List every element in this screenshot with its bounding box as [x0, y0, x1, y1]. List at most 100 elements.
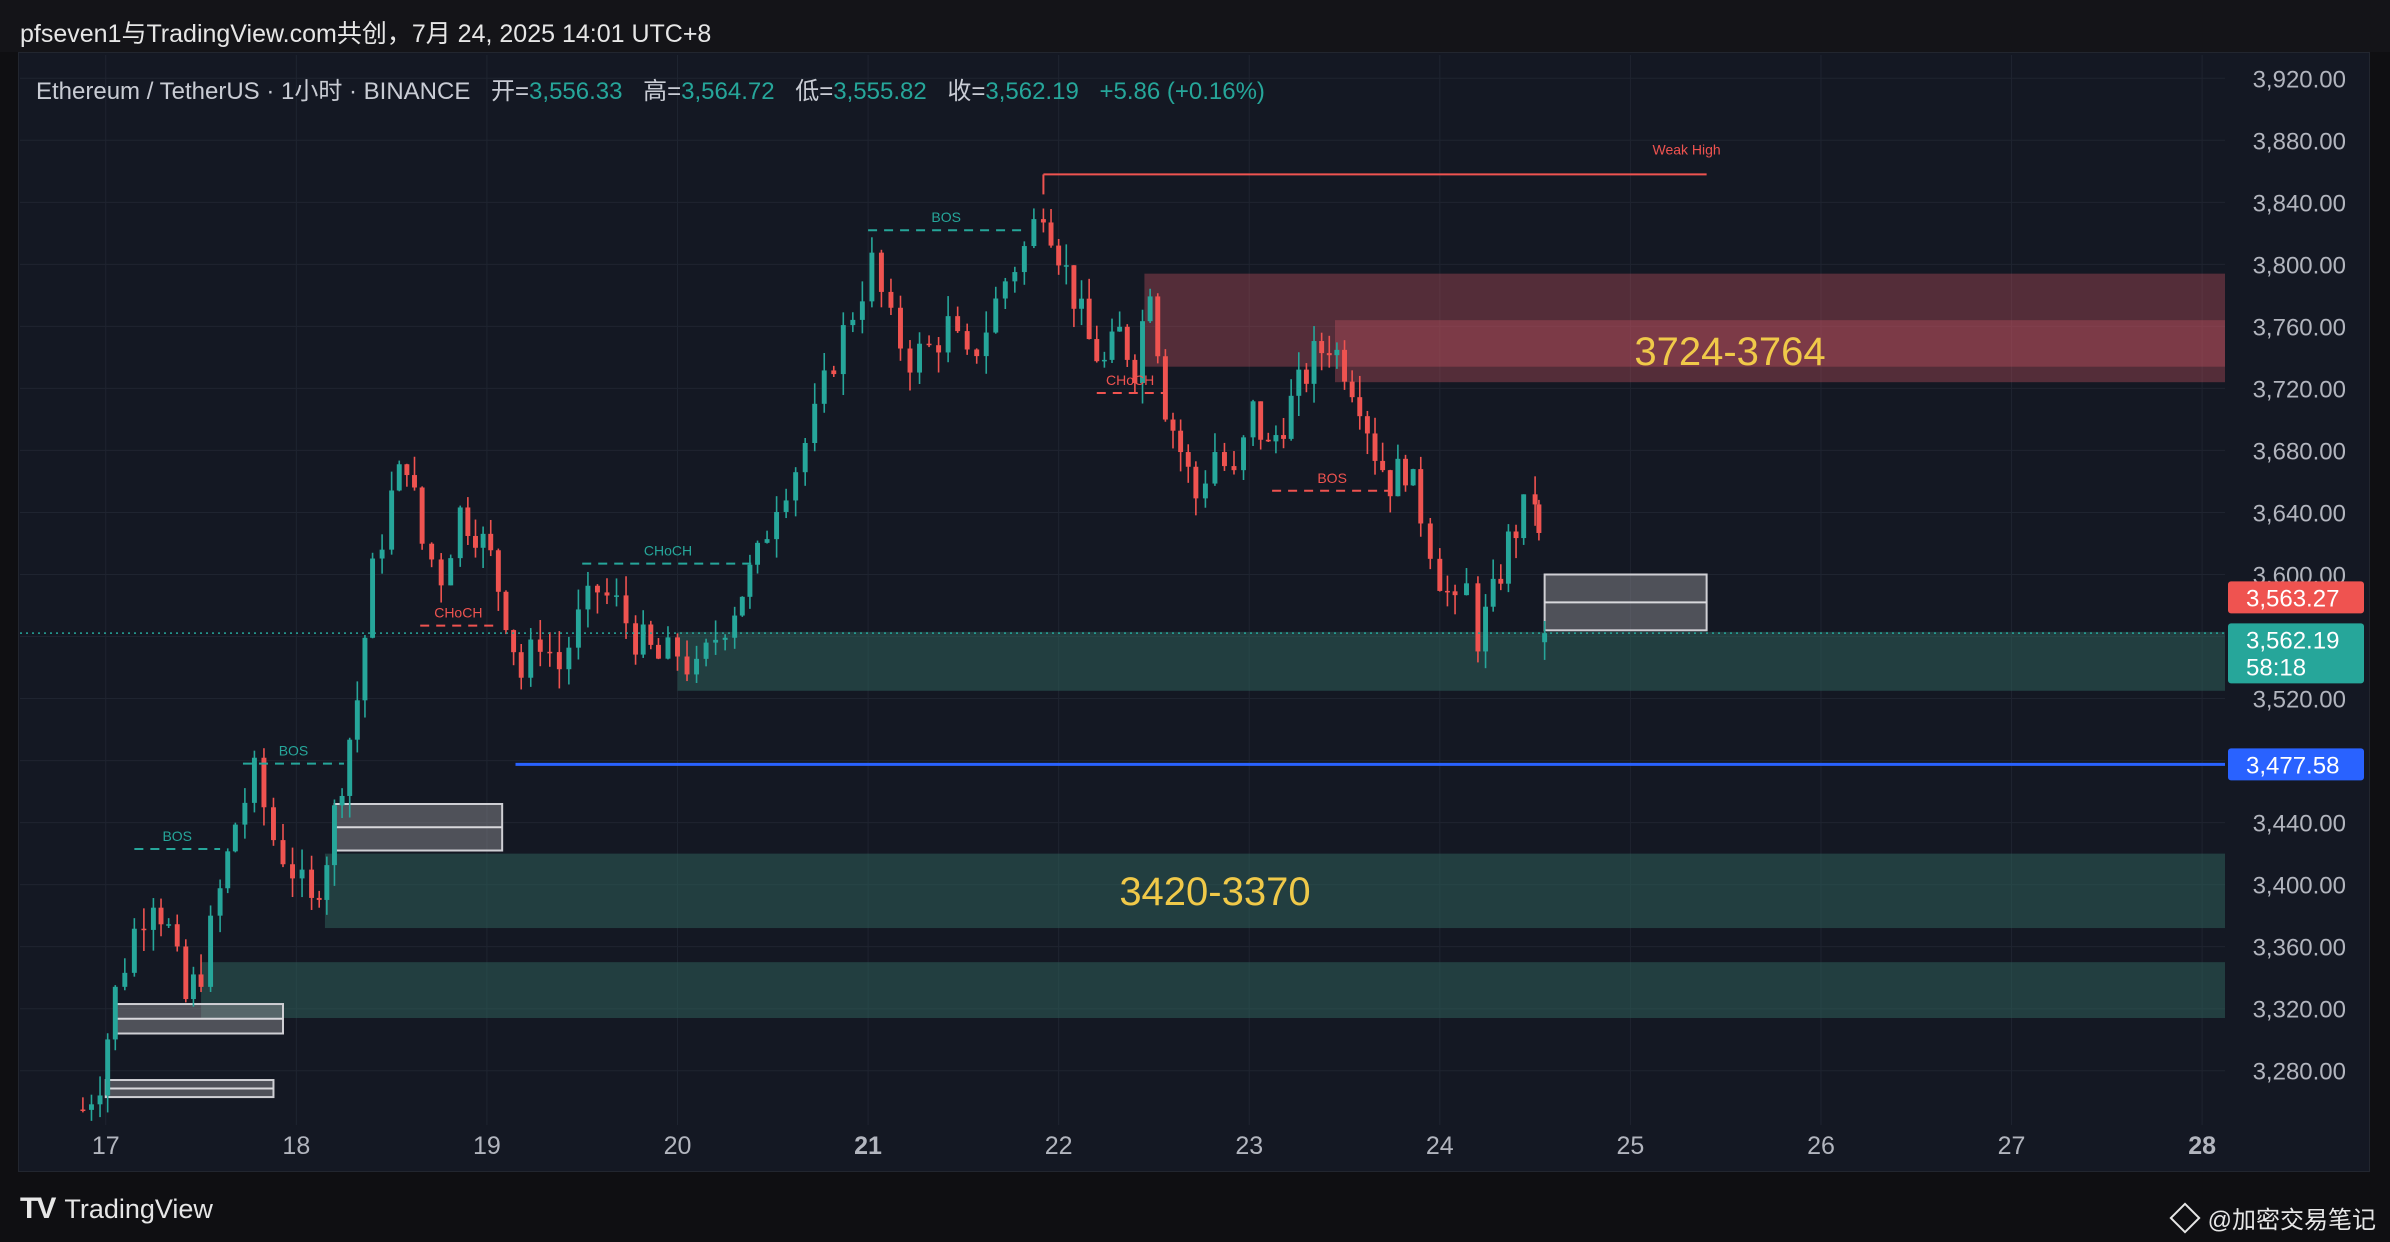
candle [1185, 452, 1191, 467]
candle [166, 924, 172, 926]
candle [1117, 326, 1123, 332]
candle [640, 624, 646, 655]
candle [339, 795, 345, 806]
candle [1532, 494, 1538, 505]
candle [964, 331, 970, 350]
candle [1281, 435, 1287, 439]
candle [280, 840, 286, 865]
candle [396, 464, 402, 491]
candle [1444, 590, 1450, 593]
demand-zone [324, 853, 2225, 929]
candle [955, 316, 961, 332]
symbol-name[interactable]: Ethereum / TetherUS · 1小时 · BINANCE [36, 78, 471, 105]
y-tick-label: 3,760.00 [2253, 314, 2346, 341]
candle [993, 298, 999, 333]
candle [528, 639, 534, 678]
close-label: 收= [947, 78, 986, 105]
top-bar: pfseven1与TradingView.com共创，7月 24, 2025 1… [0, 0, 2390, 52]
candle [1536, 504, 1542, 533]
candle [158, 907, 164, 925]
candle [1372, 433, 1378, 461]
structure-label: CHoCH [434, 605, 482, 621]
candle [198, 974, 204, 987]
candle [1505, 531, 1511, 584]
candle [324, 865, 330, 900]
structure-label: BOS [279, 743, 309, 759]
close-value: 3,562.19 [985, 78, 1079, 105]
candle [331, 805, 337, 866]
y-tick-label: 3,720.00 [2253, 376, 2346, 403]
x-tick-label: 21 [854, 1132, 882, 1160]
candle [389, 490, 395, 550]
candle [1296, 369, 1302, 396]
candle [511, 630, 517, 653]
candle [859, 301, 865, 320]
candle [1387, 470, 1393, 497]
candle [1349, 381, 1355, 398]
candle [1109, 331, 1115, 360]
price-tag-red-bg [2228, 581, 2364, 614]
tradingview-brand: TradingView [64, 1193, 213, 1224]
candle [1521, 494, 1527, 539]
candle [404, 464, 410, 476]
open-label: 开= [491, 78, 530, 105]
candle [89, 1104, 94, 1110]
candle [655, 644, 661, 659]
y-tick-label: 3,280.00 [2253, 1059, 2346, 1086]
price-tag-blue-text: 3,477.58 [2246, 752, 2339, 779]
candle [945, 316, 951, 353]
candle [495, 550, 501, 592]
snapshot-title: pfseven1与TradingView.com共创，7月 24, 2025 1… [20, 20, 712, 48]
tradingview-logo-icon: TV [20, 1192, 56, 1225]
candle [878, 252, 884, 292]
candle [755, 542, 761, 565]
candle [1202, 483, 1208, 499]
candle [362, 637, 368, 701]
tradingview-logo[interactable]: TV TradingView [20, 1192, 213, 1226]
candle [898, 307, 903, 349]
candle [347, 739, 353, 796]
y-tick-label: 3,680.00 [2253, 438, 2346, 465]
y-tick-label: 3,880.00 [2253, 128, 2346, 155]
candle [831, 370, 837, 375]
open-value: 3,556.33 [529, 78, 623, 105]
candle [703, 642, 709, 659]
candle [1250, 401, 1256, 438]
diamond-icon [2169, 1201, 2201, 1234]
candle [556, 652, 562, 670]
x-tick-label: 22 [1045, 1132, 1073, 1160]
demand-zone [201, 962, 2225, 1018]
candle [1155, 296, 1161, 357]
zone-label: 3724-3764 [1634, 330, 1825, 374]
x-tick-label: 17 [92, 1132, 120, 1160]
candle [1040, 219, 1046, 223]
candle [1303, 369, 1309, 384]
candle [1498, 578, 1504, 584]
candle [232, 824, 238, 852]
watermark-text: @加密交易笔记 [2207, 1207, 2376, 1234]
price-tag-current-countdown: 58:18 [2246, 654, 2306, 681]
candle [1147, 296, 1153, 322]
candle [1464, 583, 1469, 596]
candle [1241, 437, 1246, 471]
candle [1490, 578, 1496, 607]
candle [623, 595, 629, 624]
candle [412, 475, 417, 488]
candle [141, 928, 147, 931]
candle [1542, 633, 1548, 643]
y-tick-label: 3,320.00 [2253, 997, 2346, 1024]
candle [316, 897, 322, 900]
candle [1132, 359, 1138, 384]
candle [1178, 430, 1184, 453]
structure-label: CHoCH [1106, 372, 1154, 388]
structure-label: BOS [162, 828, 192, 844]
candle [585, 585, 591, 610]
candle [926, 343, 932, 346]
y-tick-label: 3,400.00 [2253, 873, 2346, 900]
supply-zone [1334, 320, 2225, 383]
candle [1273, 435, 1279, 442]
candle [764, 539, 770, 543]
y-tick-label: 3,920.00 [2253, 66, 2346, 93]
candle [1380, 460, 1386, 471]
